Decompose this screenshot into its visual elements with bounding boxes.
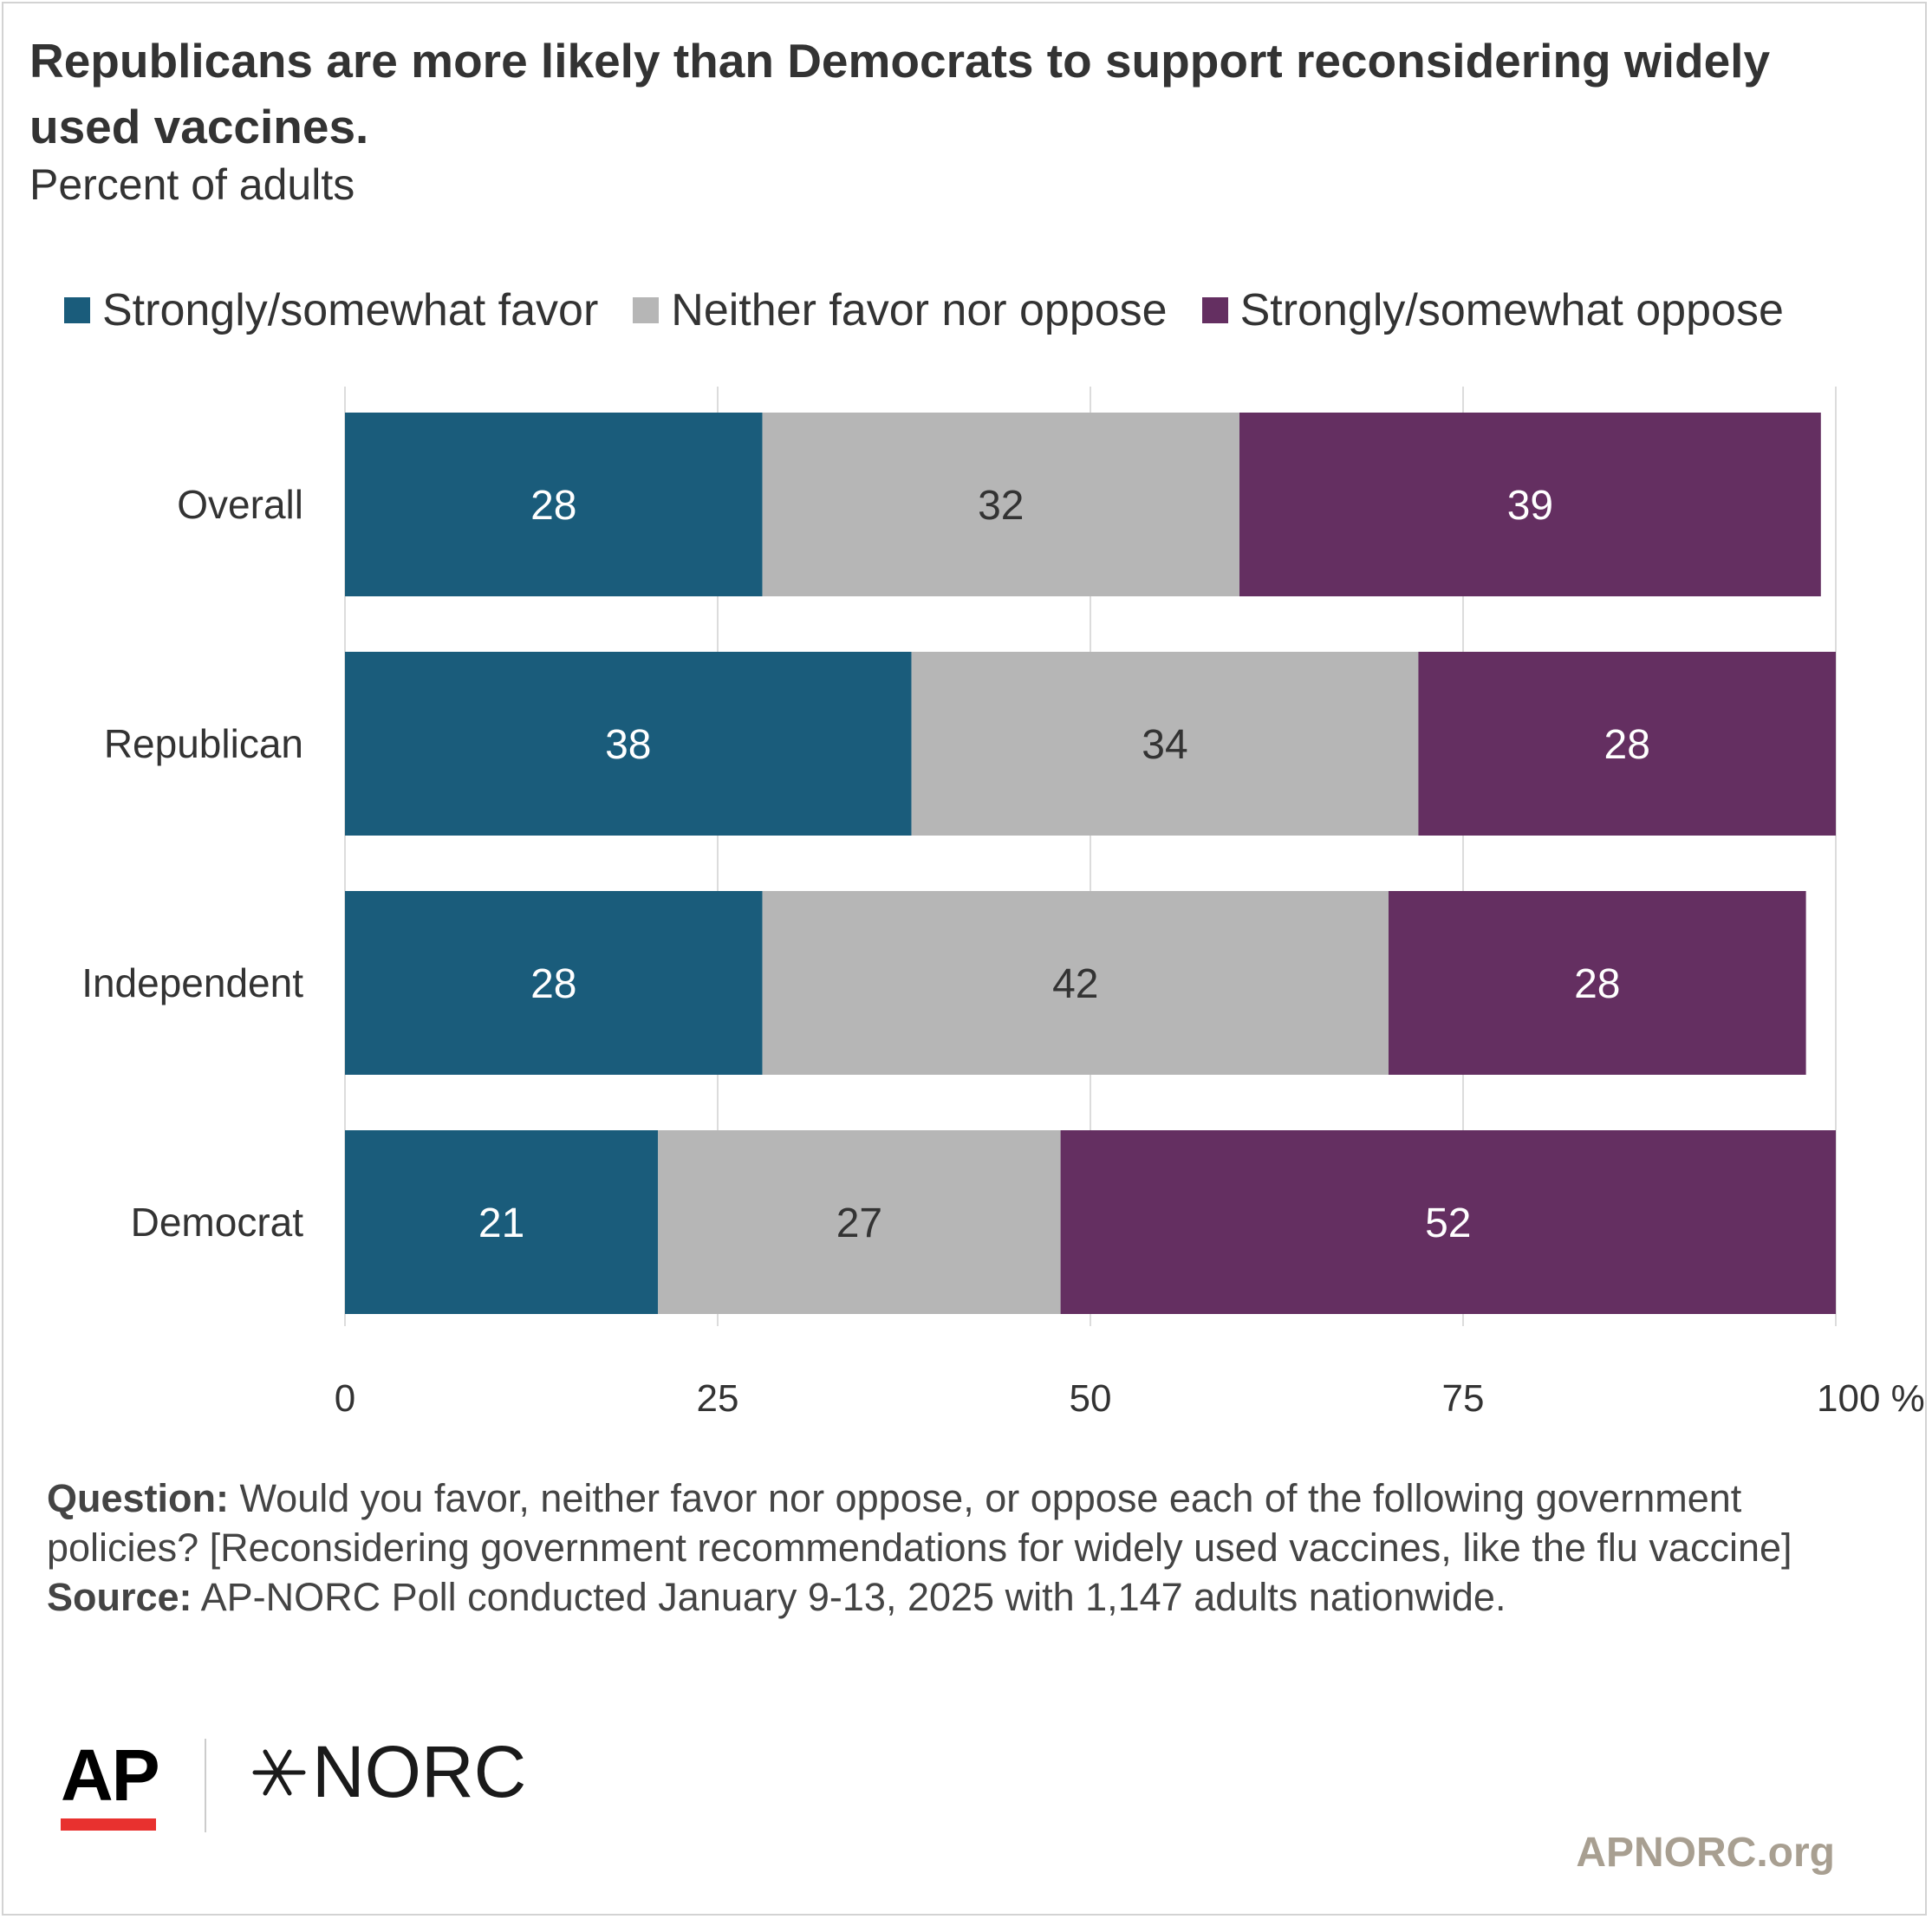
bar-value-label: 28	[530, 483, 576, 529]
bar-value-label: 52	[1425, 1200, 1471, 1246]
source-text: AP-NORC Poll conducted January 9-13, 202…	[200, 1575, 1506, 1619]
bar-segment	[911, 652, 1419, 836]
x-tick-label: 0	[335, 1377, 355, 1420]
bar-segment	[1239, 413, 1821, 596]
bar-value-label: 34	[1142, 722, 1187, 768]
category-label: Overall	[177, 482, 303, 527]
bar-value-label: 32	[978, 483, 1024, 529]
chart-subtitle: Percent of adults	[29, 160, 355, 209]
legend-item: Neither favor nor oppose	[633, 284, 1168, 336]
bar-segment	[1389, 891, 1806, 1075]
legend-swatch	[633, 297, 660, 323]
bar-segment	[345, 413, 763, 596]
bar-value-label: 39	[1507, 483, 1553, 529]
stacked-bar-chart: 0 25 50 75 100 % Overall 28 32 39 Republican 38 34 2…	[81, 387, 1925, 1420]
legend-item: Strongly/somewhat favor	[64, 284, 598, 336]
x-tick-label: 50	[1070, 1377, 1112, 1420]
bar-value-label: 21	[478, 1200, 524, 1246]
question-label: Question:	[47, 1476, 229, 1520]
bar-segment	[1060, 1130, 1836, 1314]
bar-value-label: 42	[1052, 961, 1098, 1007]
legend-item: Strongly/somewhat oppose	[1201, 284, 1784, 336]
question-text: Would you favor, neither favor nor oppos…	[47, 1476, 1792, 1570]
x-tick-label: 75	[1442, 1377, 1485, 1420]
legend-label: Neither favor nor oppose	[671, 285, 1168, 335]
category-label: Democrat	[131, 1200, 304, 1245]
bar-segment	[345, 1130, 659, 1314]
bar-value-label: 28	[1574, 961, 1620, 1007]
source-note: Source: AP-NORC Poll conducted January 9…	[47, 1572, 1876, 1622]
x-tick-label: 25	[697, 1377, 739, 1420]
category-label: Independent	[81, 960, 303, 1005]
x-tick-label: 100 %	[1817, 1377, 1925, 1420]
bar-value-label: 28	[530, 961, 576, 1007]
bar-segment	[1418, 652, 1836, 836]
bar-segment	[345, 652, 912, 836]
legend-swatch	[64, 297, 90, 323]
norc-logo-text: NORC	[312, 1731, 527, 1812]
source-label: Source:	[47, 1575, 192, 1619]
chart-notes: Question: Would you favor, neither favor…	[47, 1473, 1876, 1622]
bar-segment	[762, 891, 1389, 1075]
ap-logo: AP	[61, 1734, 160, 1816]
bar-segment	[762, 413, 1239, 596]
legend-swatch	[1201, 297, 1228, 323]
bar-value-label: 38	[605, 722, 651, 768]
logo-divider	[205, 1739, 206, 1832]
legend-label: Strongly/somewhat favor	[102, 285, 599, 335]
site-url: APNORC.org	[1576, 1830, 1835, 1876]
norc-star-icon	[252, 1749, 306, 1795]
norc-logo: NORC	[246, 1730, 526, 1814]
bar-value-label: 27	[836, 1200, 882, 1246]
bar-segment	[658, 1130, 1061, 1314]
bar-segment	[345, 891, 763, 1075]
bar-value-label: 28	[1604, 722, 1650, 768]
category-label: Republican	[104, 721, 303, 766]
chart-title: Republicans are more likely than Democra…	[29, 34, 1771, 153]
legend-label: Strongly/somewhat oppose	[1239, 285, 1784, 335]
legend: Strongly/somewhat favor Neither favor nor…	[64, 284, 1818, 336]
question-note: Question: Would you favor, neither favor…	[47, 1473, 1876, 1572]
ap-logo-underline	[61, 1818, 156, 1831]
